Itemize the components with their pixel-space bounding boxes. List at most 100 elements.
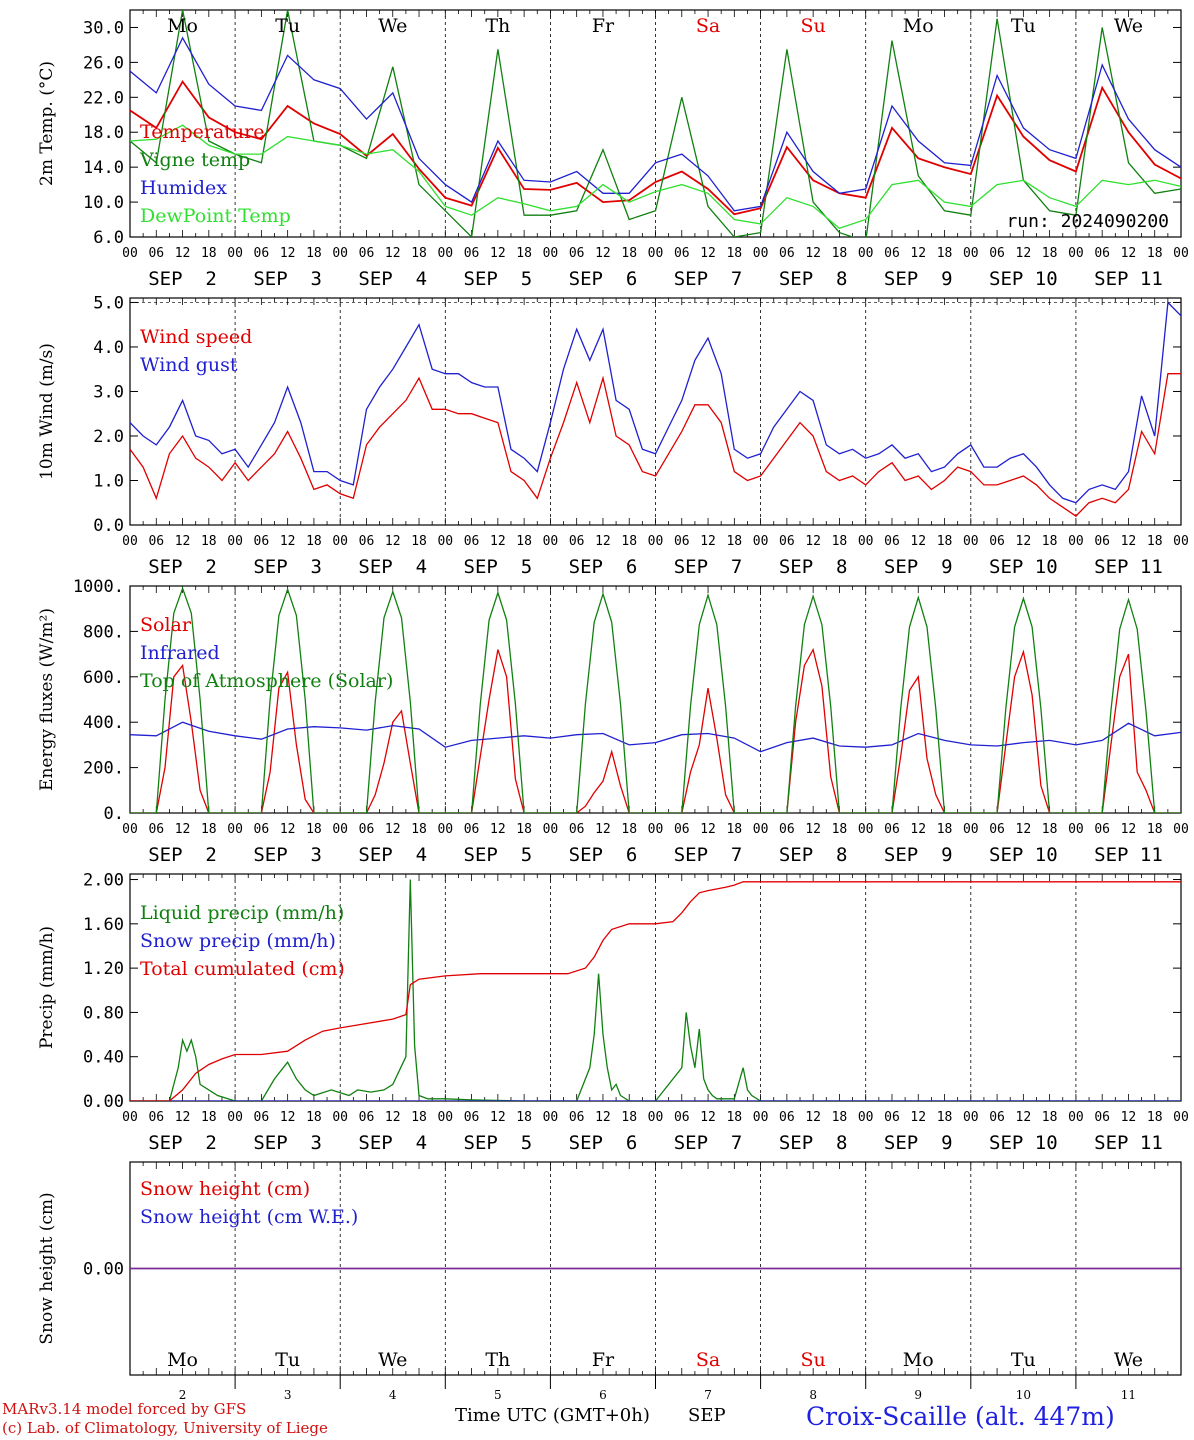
hour-tick-label: 06 [884, 246, 900, 261]
hour-tick-label: 00 [1068, 534, 1084, 549]
date-label: SEP 2 [148, 556, 217, 578]
day-of-week-label: We [1114, 15, 1143, 37]
hour-tick-label: 12 [490, 534, 506, 549]
hour-tick-label: 12 [175, 1110, 191, 1125]
series-line-solar [130, 647, 1181, 813]
day-of-week-label: Tu [1011, 15, 1036, 37]
hour-tick-label: 12 [280, 1110, 296, 1125]
hour-tick-label: 00 [122, 534, 138, 549]
legend-entry: Total cumulated (cm) [140, 958, 345, 980]
hour-tick-label: 12 [805, 246, 821, 261]
hour-tick-label: 12 [1016, 1110, 1032, 1125]
series-line-temperature [130, 79, 1181, 216]
hour-tick-label: 06 [359, 822, 375, 837]
series-line-top-of-atmosphere-solar- [130, 586, 1181, 813]
y-tick-label: 800. [83, 622, 124, 642]
hour-tick-label: 12 [910, 534, 926, 549]
hour-tick-label: 12 [700, 1110, 716, 1125]
hour-tick-label: 00 [858, 1110, 874, 1125]
hour-tick-label: 00 [543, 246, 559, 261]
hour-tick-label: 18 [832, 534, 848, 549]
hour-tick-label: 06 [989, 822, 1005, 837]
hour-tick-label: 18 [516, 534, 532, 549]
hour-tick-label: 12 [1016, 534, 1032, 549]
date-label: SEP 2 [148, 1132, 217, 1154]
day-number-label: 4 [389, 1388, 397, 1402]
hour-tick-label: 18 [306, 1110, 322, 1125]
hour-tick-label: 18 [832, 246, 848, 261]
hour-tick-label: 06 [779, 246, 795, 261]
y-tick-label: 0.80 [83, 1003, 124, 1023]
date-label: SEP 7 [674, 556, 743, 578]
date-label: SEP 6 [569, 844, 638, 866]
hour-tick-label: 00 [543, 534, 559, 549]
day-of-week-label: Th [485, 1349, 510, 1371]
hour-tick-label: 06 [359, 534, 375, 549]
hour-tick-label: 06 [464, 822, 480, 837]
hour-tick-label: 00 [543, 822, 559, 837]
hour-tick-label: 18 [201, 246, 217, 261]
hour-tick-label: 12 [805, 822, 821, 837]
hour-tick-label: 18 [621, 534, 637, 549]
hour-tick-label: 18 [621, 822, 637, 837]
hour-tick-label: 06 [674, 246, 690, 261]
hour-tick-label: 00 [963, 1110, 979, 1125]
hour-tick-label: 18 [1147, 246, 1163, 261]
x-axis-title: Time UTC (GMT+0h) [455, 1405, 650, 1426]
legend-entry: Solar [140, 614, 192, 636]
model-credit: MARv3.14 model forced by GFS [2, 1400, 247, 1418]
legend-entry: Wind gust [140, 354, 238, 376]
hour-tick-label: 18 [726, 246, 742, 261]
y-tick-label: 600. [83, 668, 124, 688]
day-of-week-label: We [378, 1349, 407, 1371]
hour-tick-label: 18 [1042, 246, 1058, 261]
hour-tick-label: 06 [254, 822, 270, 837]
series-line-total-cumulated-cm- [130, 881, 1181, 1101]
day-number-label: 6 [599, 1388, 607, 1402]
hour-tick-label: 18 [1147, 1110, 1163, 1125]
hour-tick-label: 06 [779, 1110, 795, 1125]
day-of-week-label: Tu [275, 15, 300, 37]
hour-tick-label: 06 [148, 534, 164, 549]
hour-tick-label: 06 [884, 1110, 900, 1125]
y-axis-label: 10m Wind (m/s) [37, 343, 57, 480]
day-of-week-label: Sa [696, 15, 720, 37]
x-axis-month: SEP [688, 1405, 726, 1426]
day-number-label: 10 [1016, 1388, 1031, 1402]
hour-tick-label: 06 [254, 246, 270, 261]
date-label: SEP 7 [674, 844, 743, 866]
hour-tick-label: 06 [148, 1110, 164, 1125]
date-label: SEP 9 [884, 1132, 953, 1154]
date-label: SEP 10 [989, 1132, 1058, 1154]
y-tick-label: 5.0 [93, 293, 124, 313]
hour-tick-label: 18 [1147, 822, 1163, 837]
hour-tick-label: 00 [227, 534, 243, 549]
date-label: SEP 11 [1094, 268, 1163, 290]
hour-tick-label: 12 [490, 246, 506, 261]
day-of-week-label: Sa [696, 1349, 720, 1371]
date-label: SEP 4 [358, 844, 427, 866]
hour-tick-label: 00 [1068, 246, 1084, 261]
hour-tick-label: 12 [595, 822, 611, 837]
y-tick-label: 1000. [73, 577, 124, 597]
day-of-week-label: Mo [903, 15, 934, 37]
hour-tick-label: 18 [937, 822, 953, 837]
hour-tick-label: 00 [437, 246, 453, 261]
hour-tick-label: 06 [569, 534, 585, 549]
day-number-label: 7 [704, 1388, 712, 1402]
day-of-week-label: Mo [167, 15, 198, 37]
hour-tick-label: 06 [884, 534, 900, 549]
hour-tick-label: 06 [464, 1110, 480, 1125]
hour-tick-label: 00 [332, 246, 348, 261]
hour-tick-label: 00 [543, 1110, 559, 1125]
hour-tick-label: 12 [595, 1110, 611, 1125]
legend-entry: Humidex [140, 177, 227, 199]
series-line-wind-gust [130, 301, 1181, 504]
hour-tick-label: 18 [1042, 1110, 1058, 1125]
hour-tick-label: 12 [175, 246, 191, 261]
y-tick-label: 0.40 [83, 1048, 124, 1068]
hour-tick-label: 06 [674, 534, 690, 549]
hour-tick-label: 06 [779, 822, 795, 837]
hour-tick-label: 12 [595, 246, 611, 261]
hour-tick-label: 06 [148, 246, 164, 261]
